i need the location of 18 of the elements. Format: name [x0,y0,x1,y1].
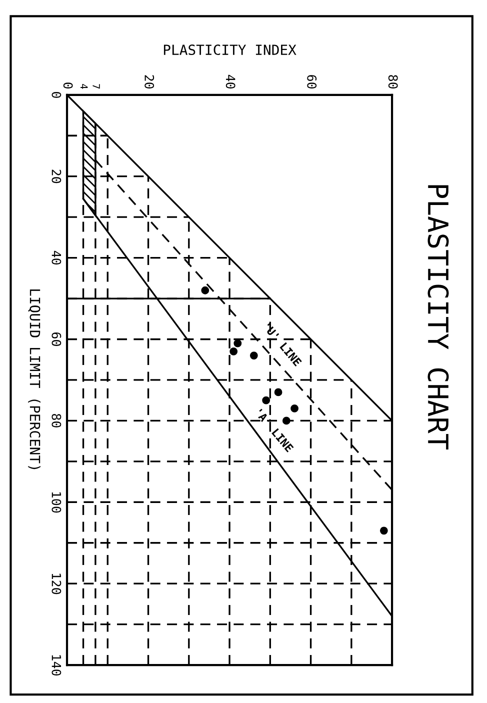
y-tick-label: 40 [52,250,62,265]
y-tick-label: 20 [52,170,62,184]
x-tick-label: 4 [80,84,88,89]
y-tick-label: 100 [52,492,62,513]
x-tick-label: 60 [307,75,317,89]
x-tick-label: 20 [144,75,154,89]
y-tick-label: 140 [52,655,62,676]
x-tick-label: 80 [388,75,398,89]
y-axis-title: LIQUID LIMIT (PERCENT) [28,289,40,470]
y-tick-label: 60 [52,332,62,346]
x-tick-label: 40 [226,74,236,89]
x-tick-label: 0 [63,82,73,89]
y-tick-label: 0 [52,92,62,98]
y-tick-label: 120 [52,574,62,594]
x-axis-title: PLASTICITY INDEX [164,44,296,56]
x-tick-label: 7 [92,84,100,89]
y-tick-label: 80 [52,414,62,428]
text: PLASTICITY CHART [428,185,449,450]
